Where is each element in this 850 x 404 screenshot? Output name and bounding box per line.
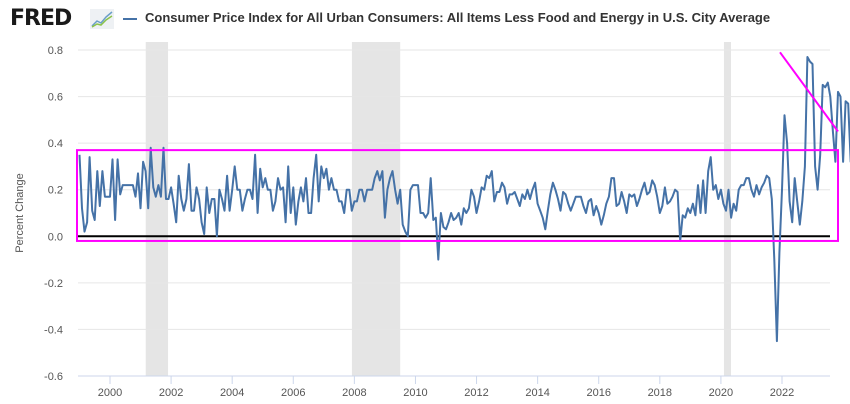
recession-band xyxy=(723,42,731,376)
x-tick-label: 2014 xyxy=(525,387,549,399)
x-tick-label: 2008 xyxy=(342,387,366,399)
recession-bands xyxy=(145,42,731,376)
fred-logo[interactable]: FRED xyxy=(10,6,72,31)
x-tick-label: 2018 xyxy=(648,387,672,399)
x-tick-label: 2000 xyxy=(98,387,122,399)
x-tick-label: 2006 xyxy=(281,387,305,399)
y-axis-ticks: 0.8 0.6 0.4 0.2 0.0 -0.2 -0.4 -0.6 xyxy=(44,45,63,383)
x-tick-label: 2002 xyxy=(159,387,183,399)
x-tick-label: 2016 xyxy=(586,387,610,399)
recession-band xyxy=(351,42,401,376)
recession-band xyxy=(145,42,169,376)
y-tick-label: -0.6 xyxy=(44,371,63,383)
y-tick-label: 0.0 xyxy=(48,231,63,243)
x-tick-label: 2012 xyxy=(464,387,488,399)
series-line[interactable] xyxy=(78,56,850,343)
line-chart-icon xyxy=(90,9,114,29)
y-tick-label: 0.2 xyxy=(48,185,63,197)
chart-title[interactable]: Consumer Price Index for All Urban Consu… xyxy=(145,10,771,25)
y-tick-label: 0.6 xyxy=(48,92,63,104)
y-tick-label: 0.4 xyxy=(48,138,63,150)
x-axis-ticks: 2000 2002 2004 2006 2008 2010 2012 2014 2016 2018… xyxy=(98,376,794,399)
chart-header: FRED Consumer Price Index for All Urban … xyxy=(0,0,850,38)
annotation-box xyxy=(76,149,839,242)
x-tick-label: 2010 xyxy=(403,387,427,399)
annotation-trend-line xyxy=(779,51,839,133)
y-tick-label: -0.2 xyxy=(44,278,63,290)
y-axis-label: Percent Change xyxy=(14,173,26,253)
legend-swatch xyxy=(123,18,137,20)
x-tick-label: 2020 xyxy=(709,387,733,399)
grid-lines xyxy=(78,49,830,377)
x-tick-label: 2004 xyxy=(220,387,244,399)
x-tick-label: 2022 xyxy=(770,387,794,399)
y-tick-label: -0.4 xyxy=(44,324,63,336)
y-tick-label: 0.8 xyxy=(48,45,63,57)
